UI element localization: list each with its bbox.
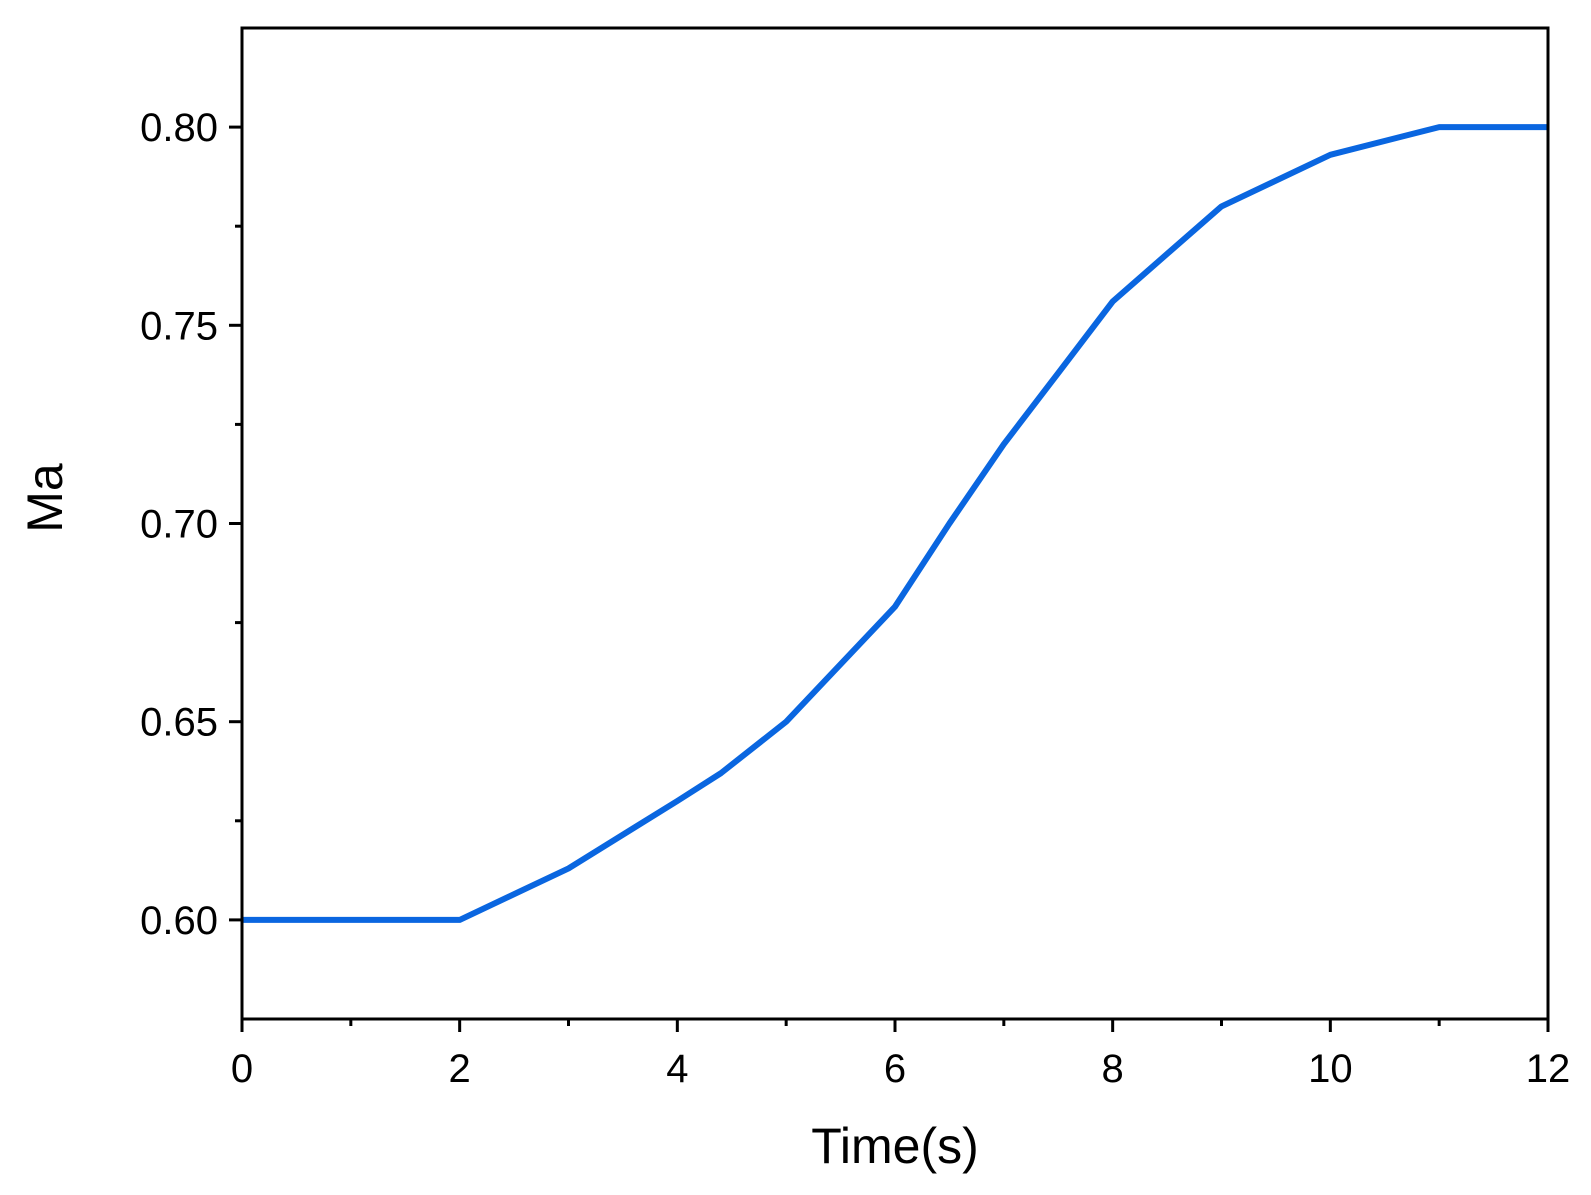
y-tick-label: 0.65 xyxy=(140,701,218,745)
y-axis-tick-labels: 0.60 0.65 0.70 0.75 0.80 xyxy=(140,106,218,943)
x-tick-label: 4 xyxy=(666,1047,688,1091)
x-tick-label: 12 xyxy=(1526,1047,1571,1091)
x-tick-label: 8 xyxy=(1102,1047,1124,1091)
x-tick-label: 10 xyxy=(1308,1047,1353,1091)
series-layer xyxy=(242,124,1548,923)
x-tick-label: 0 xyxy=(231,1047,253,1091)
x-axis-tick-labels: 0 2 4 6 8 10 12 xyxy=(231,1047,1570,1091)
x-tick-label: 2 xyxy=(449,1047,471,1091)
y-tick-label: 0.70 xyxy=(140,503,218,547)
plot-area-frame xyxy=(240,26,1550,1021)
y-tick-label: 0.60 xyxy=(140,899,218,943)
x-axis-title: Time(s) xyxy=(811,1118,979,1174)
series-line xyxy=(242,124,1548,923)
y-axis-title: Ma xyxy=(17,463,73,533)
x-axis-ticks xyxy=(240,1019,1550,1032)
x-tick-label: 6 xyxy=(884,1047,906,1091)
y-tick-label: 0.75 xyxy=(140,304,218,348)
y-axis-ticks xyxy=(229,125,242,922)
y-tick-label: 0.80 xyxy=(140,106,218,150)
